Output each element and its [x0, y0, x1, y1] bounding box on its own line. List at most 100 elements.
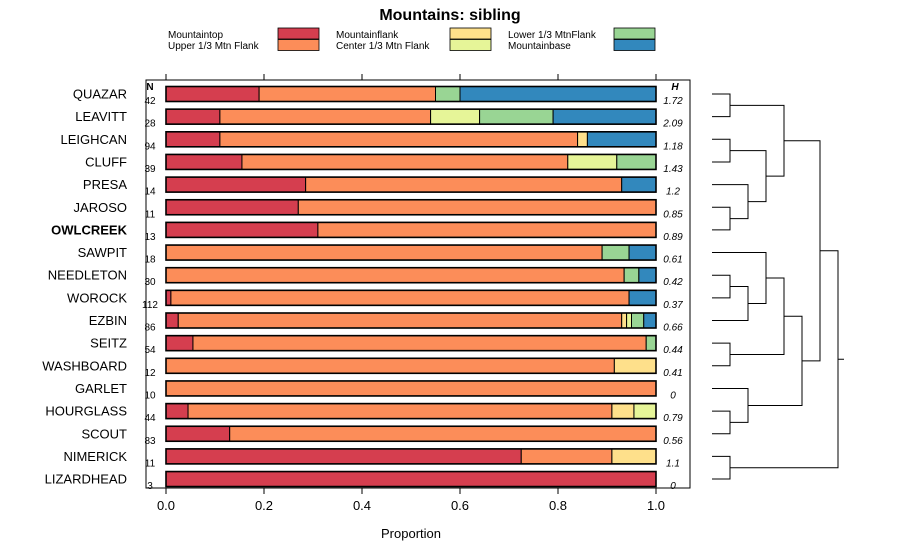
dendrogram-branch: [712, 252, 767, 305]
row-label-seitz: SEITZ: [90, 336, 127, 351]
bar-segment-presa-mountaintop: [165, 176, 307, 193]
bar-outline-hourglass: [165, 402, 657, 420]
bar-row-jaroso: [165, 198, 657, 216]
n-value-sawpit: 18: [144, 255, 156, 266]
legend-label-mountainbase: Mountainbase: [508, 41, 571, 52]
n-value-scout: 83: [144, 436, 156, 447]
dendrogram-branch: [712, 455, 731, 480]
legend-label-center-1-3-mtn-flank: Center 1/3 Mtn Flank: [336, 41, 430, 52]
bar-outline-scout: [165, 425, 657, 443]
dendrogram-branch: [712, 342, 731, 367]
n-value-presa: 14: [144, 187, 156, 198]
dendrogram-branch: [712, 274, 731, 299]
n-value-lizardhead: 3: [147, 481, 153, 492]
n-value-quazar: 42: [144, 96, 156, 107]
legend-swatch-mountainbase: [613, 39, 656, 51]
bars: [165, 85, 657, 488]
dendrogram-branch: [712, 184, 749, 220]
bar-segment-sawpit-mountainbase: [628, 244, 657, 261]
dendrogram-branch: [784, 140, 821, 362]
row-label-hourglass: HOURGLASS: [45, 404, 127, 419]
x-tick-label: 1.0: [647, 498, 665, 513]
bar-segment-garlet-upper-1-3-mtn-flank: [165, 380, 657, 397]
row-label-washboard: WASHBOARD: [42, 358, 127, 373]
bar-row-owlcreek: [165, 221, 657, 239]
row-label-cluff: CLUFF: [85, 154, 127, 169]
bar-segment-owlcreek-upper-1-3-mtn-flank: [317, 221, 657, 238]
row-label-garlet: GARLET: [75, 381, 127, 396]
n-value-worock: 112: [142, 300, 158, 311]
legend-swatch-mountainflank: [449, 27, 492, 40]
h-value-presa: 1.2: [666, 187, 680, 198]
h-value-washboard: 0.41: [663, 368, 682, 379]
bar-row-garlet: [165, 380, 657, 397]
bar-segment-presa-upper-1-3-mtn-flank: [305, 176, 623, 193]
h-value-ezbin: 0.66: [663, 323, 683, 334]
bar-segment-quazar-mountaintop: [165, 86, 260, 102]
bar-outline-leighcan: [165, 131, 657, 148]
bar-row-lizardhead: [165, 470, 657, 488]
bar-outline-washboard: [165, 357, 657, 375]
bar-segment-needleton-lower-1-3-mtnflank: [623, 267, 640, 284]
bar-row-nimerick: [165, 448, 657, 465]
bar-segment-nimerick-mountaintop: [165, 448, 522, 465]
bar-outline-worock: [165, 289, 657, 307]
bar-outline-jaroso: [165, 198, 657, 216]
bar-segment-seitz-upper-1-3-mtn-flank: [192, 335, 647, 352]
row-label-worock: WOROCK: [67, 290, 127, 305]
h-value-scout: 0.56: [663, 436, 683, 447]
bar-row-cluff: [165, 153, 657, 171]
bar-segment-ezbin-mountainbase: [643, 312, 657, 329]
bar-outline-lizardhead: [165, 470, 657, 488]
bar-segment-needleton-mountainbase: [638, 267, 657, 284]
dendrogram-branch: [712, 206, 731, 231]
legend-swatch-upper-1-3-mtn-flank: [277, 39, 320, 51]
n-column-header: N: [146, 82, 153, 93]
bar-segment-worock-upper-1-3-mtn-flank: [170, 289, 630, 306]
n-value-leavitt: 28: [144, 119, 156, 130]
bar-segment-leighcan-mountaintop: [165, 131, 221, 148]
bar-row-scout: [165, 425, 657, 443]
h-value-worock: 0.37: [663, 300, 683, 311]
bar-segment-needleton-upper-1-3-mtn-flank: [165, 267, 625, 284]
row-label-quazar: QUAZAR: [73, 87, 127, 102]
row-labels: QUAZAR 42 1.72 LEAVITT 28 2.09 LEIGHCAN 94 1.18 C…: [42, 87, 683, 493]
dendrogram-branch: [712, 93, 731, 118]
legend-label-upper-1-3-mtn-flank: Upper 1/3 Mtn Flank: [168, 41, 260, 52]
bar-segment-washboard-mountainflank: [613, 357, 657, 374]
bar-outline-sawpit: [165, 244, 657, 261]
n-value-jaroso: 11: [145, 209, 156, 220]
bar-segment-nimerick-upper-1-3-mtn-flank: [520, 448, 613, 465]
h-value-needleton: 0.42: [663, 277, 683, 288]
plot-frame: [145, 79, 691, 489]
row-label-presa: PRESA: [83, 177, 127, 192]
bar-segment-quazar-lower-1-3-mtnflank: [435, 86, 461, 102]
bar-segment-seitz-lower-1-3-mtnflank: [645, 335, 657, 352]
h-value-hourglass: 0.79: [663, 413, 683, 424]
bar-segment-jaroso-mountaintop: [165, 199, 299, 216]
bar-segment-ezbin-mountainflank: [621, 312, 628, 329]
bar-segment-cluff-lower-1-3-mtnflank: [616, 153, 657, 170]
dendrogram-branch: [712, 387, 749, 423]
legend-swatch-mountaintop: [277, 27, 320, 40]
h-value-cluff: 1.43: [663, 164, 683, 175]
bar-row-needleton: [165, 266, 657, 284]
legend-label-mountaintop: Mountaintop: [168, 30, 223, 41]
legend-swatch-lower-1-3-mtnflank: [613, 27, 656, 40]
dendrogram: [712, 93, 844, 480]
bar-outline-ezbin: [165, 312, 657, 329]
h-value-leavitt: 2.09: [662, 119, 683, 130]
x-axis-title: Proportion: [381, 526, 441, 541]
legend-label-mountainflank: Mountainflank: [336, 30, 399, 41]
bar-row-presa: [165, 176, 657, 193]
row-label-leavitt: LEAVITT: [75, 109, 127, 124]
bar-segment-hourglass-mountaintop: [165, 403, 189, 420]
row-label-scout: SCOUT: [82, 426, 128, 441]
row-label-leighcan: LEIGHCAN: [61, 132, 127, 147]
n-value-nimerick: 11: [145, 458, 156, 469]
bar-segment-leavitt-upper-1-3-mtn-flank: [219, 108, 432, 125]
bar-segment-leighcan-mountainflank: [577, 131, 588, 148]
h-value-sawpit: 0.61: [663, 255, 682, 266]
n-value-owlcreek: 13: [144, 232, 156, 243]
bar-segment-leavitt-center-1-3-mtn-flank: [430, 108, 481, 125]
